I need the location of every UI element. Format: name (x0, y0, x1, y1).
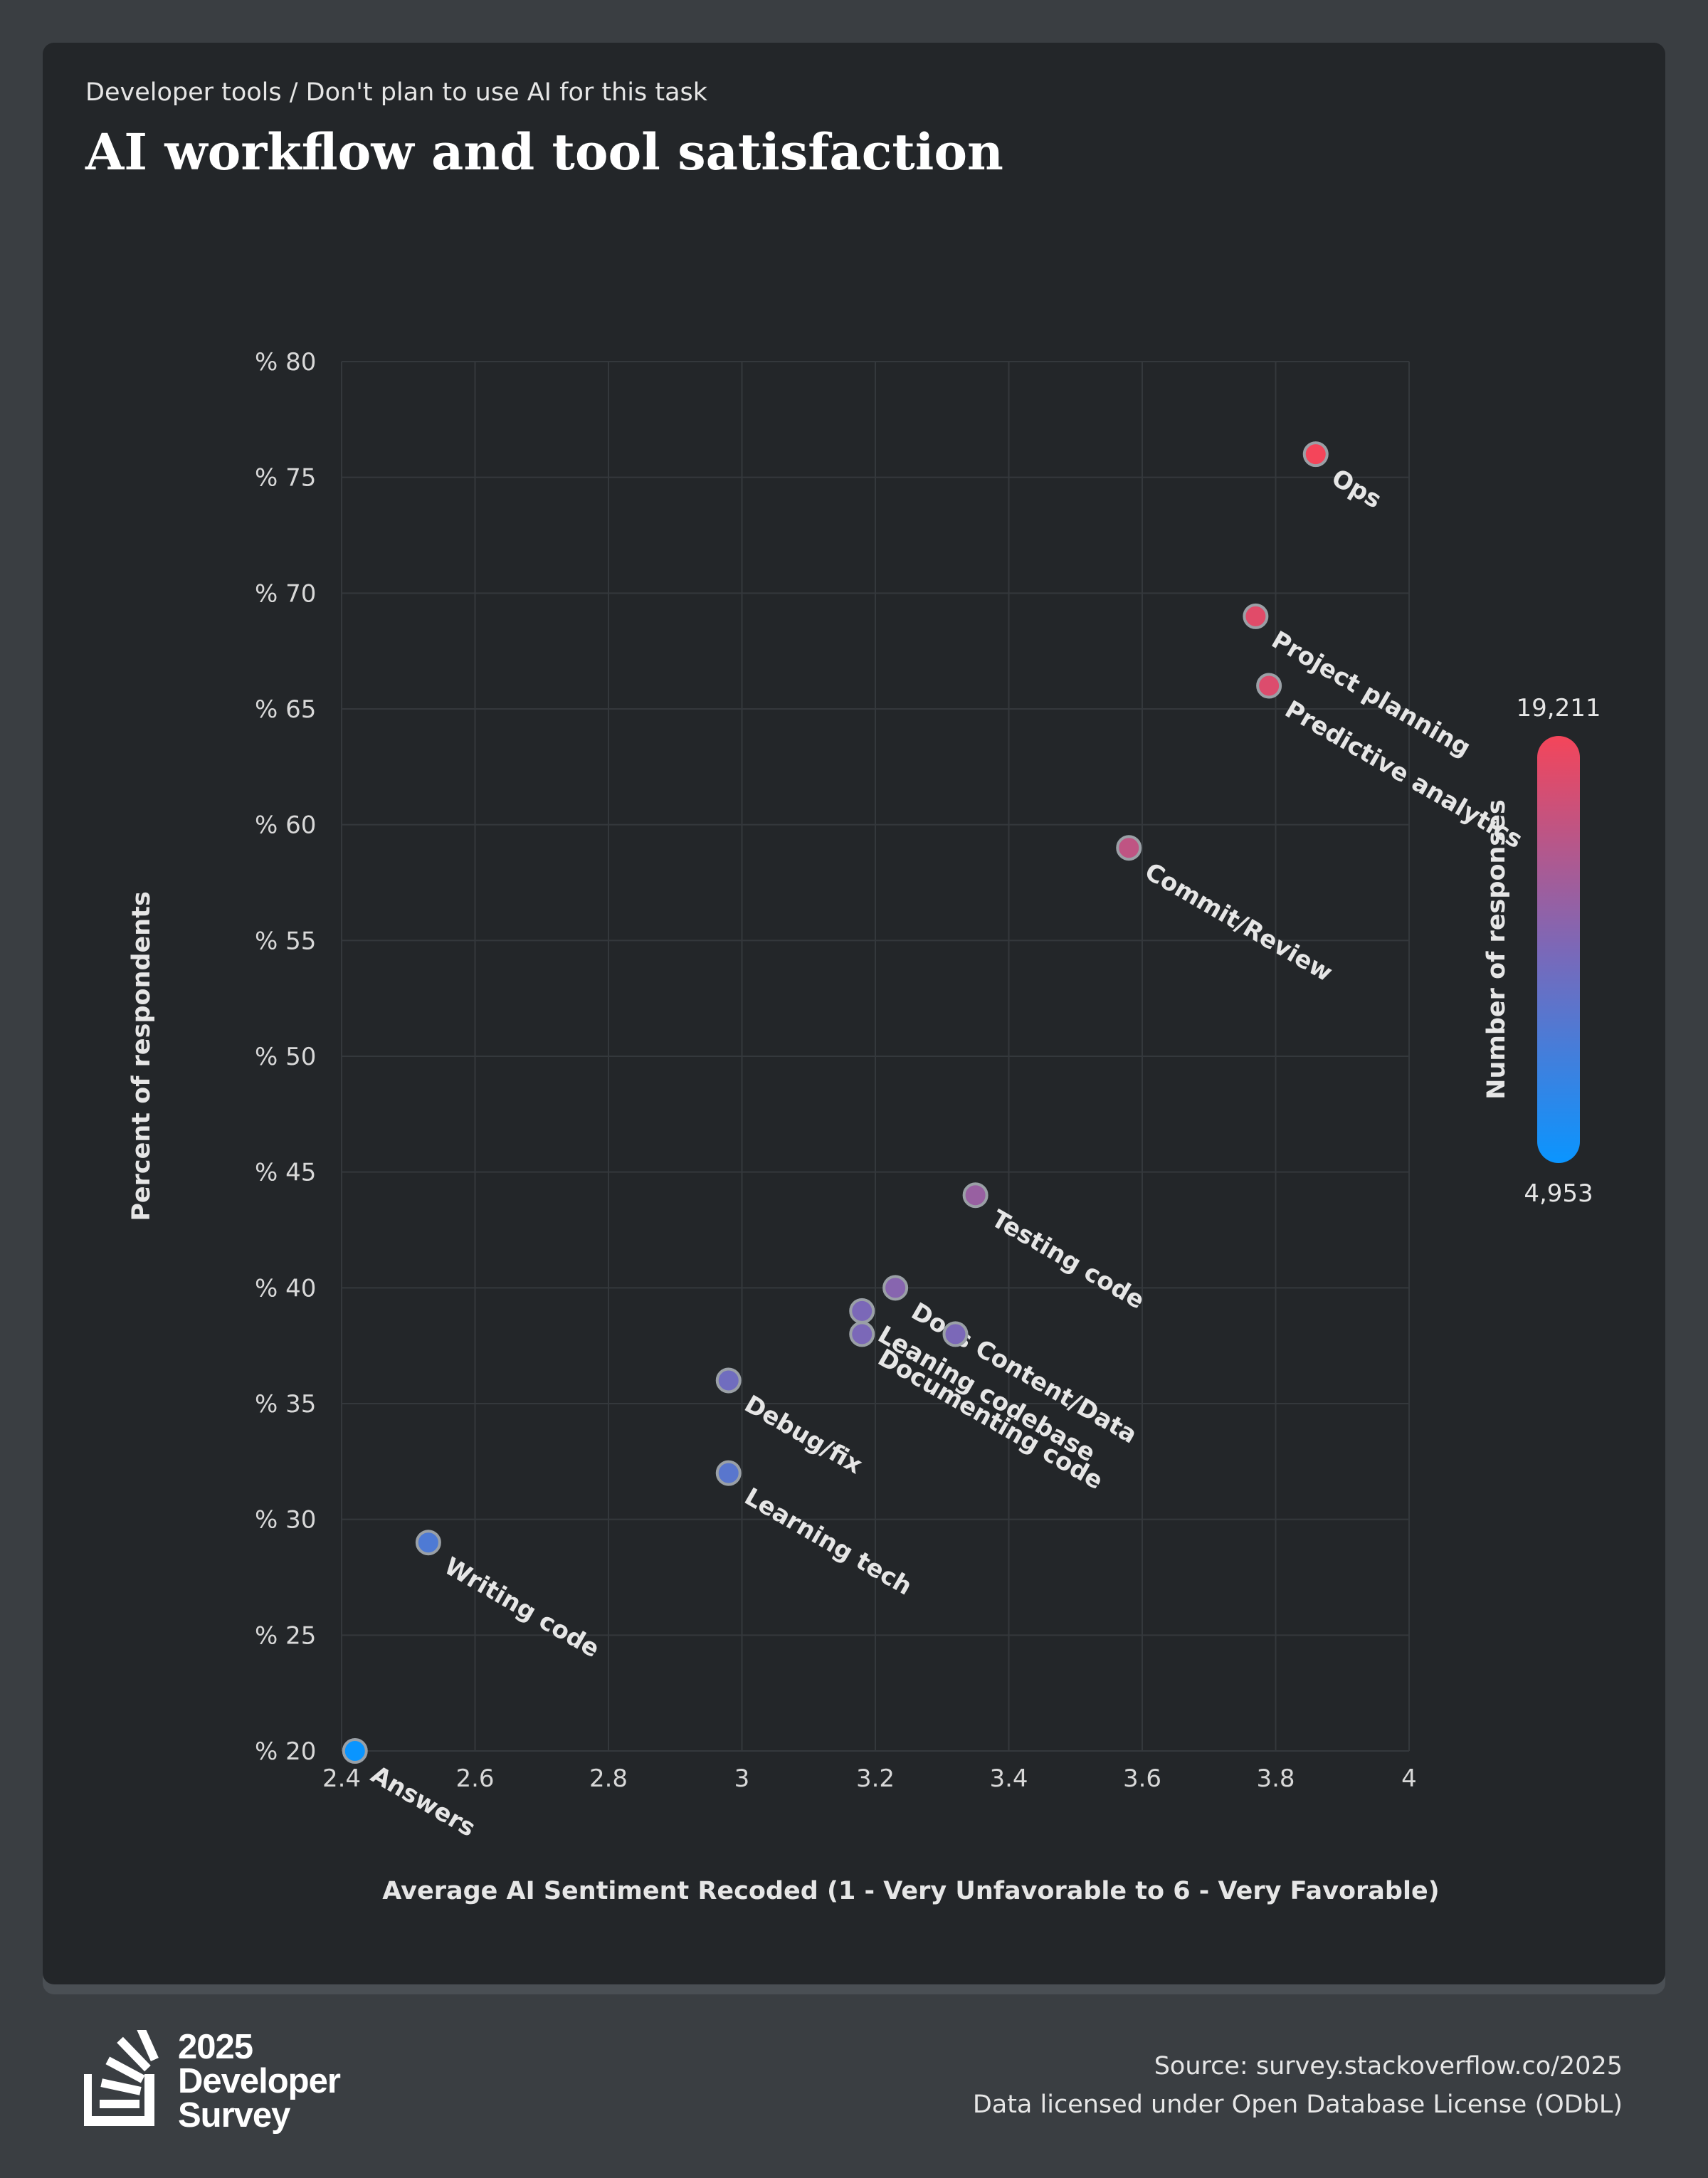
y-tick-label: % 45 (255, 1159, 316, 1187)
data-point (1302, 441, 1329, 468)
y-tick-label: % 40 (255, 1274, 316, 1303)
y-tick-label: % 75 (255, 464, 316, 493)
data-point (942, 1321, 969, 1347)
data-point (715, 1460, 742, 1486)
y-tick-label: % 35 (255, 1390, 316, 1419)
data-point (882, 1275, 909, 1301)
y-tick-label: % 65 (255, 695, 316, 724)
data-point (849, 1298, 875, 1324)
y-tick-label: % 55 (255, 927, 316, 955)
data-point (415, 1530, 441, 1556)
x-tick-label: 3.6 (1123, 1764, 1161, 1793)
y-tick-label: % 50 (255, 1043, 316, 1071)
data-point-label: Testing code (986, 1204, 1149, 1315)
color-scale-max-label: 19,211 (1517, 694, 1601, 722)
y-tick-label: % 30 (255, 1506, 316, 1535)
data-point-label: Ops (1327, 463, 1386, 514)
data-point (849, 1321, 875, 1347)
chart-subtitle: Developer tools / Don't plan to use AI f… (85, 78, 708, 107)
x-tick-label: 3 (734, 1764, 750, 1793)
x-tick-label: 2.4 (322, 1764, 361, 1793)
stack-overflow-logo-icon (84, 2030, 159, 2126)
x-axis-label: Average AI Sentiment Recoded (1 - Very U… (382, 1877, 1439, 1905)
data-point-label: Learning tech (739, 1483, 917, 1601)
logo-survey: Survey (178, 2096, 290, 2135)
y-tick-label: % 80 (255, 348, 316, 377)
data-point (1116, 835, 1142, 861)
y-tick-label: % 60 (255, 811, 316, 840)
y-axis-label: Percent of respondents (127, 891, 156, 1221)
logo-developer: Developer (178, 2062, 341, 2100)
data-point-label: Writing code (439, 1552, 604, 1663)
x-tick-label: 4 (1401, 1764, 1417, 1793)
source-block: Source: survey.stackoverflow.co/2025 Dat… (973, 2047, 1623, 2124)
data-point (715, 1367, 742, 1394)
y-tick-label: % 25 (255, 1621, 316, 1650)
x-tick-label: 3.8 (1256, 1764, 1295, 1793)
color-scale-min-label: 4,953 (1524, 1179, 1593, 1208)
data-point (342, 1738, 368, 1764)
x-tick-label: 2.6 (455, 1764, 494, 1793)
y-tick-label: % 70 (255, 579, 316, 608)
y-tick-label: % 20 (255, 1737, 316, 1766)
chart-card: Developer tools / Don't plan to use AI f… (43, 43, 1665, 1984)
data-point (962, 1182, 989, 1209)
data-point (1243, 603, 1269, 629)
chart-title: AI workflow and tool satisfaction (85, 122, 1003, 182)
license-text[interactable]: Data licensed under Open Database Licens… (972, 2090, 1623, 2119)
data-point-label: Commit/Review (1140, 857, 1337, 987)
color-scale-bar (1537, 736, 1580, 1163)
x-tick-label: 2.8 (589, 1764, 628, 1793)
survey-logo-text: 2025 Developer Survey (178, 2028, 341, 2135)
scatter-chart: 2.4 2.6 2.8 3 3.2 3.4 3.6 3.8 4 % 20 % 25 % 30 % 35%… (127, 348, 1601, 1905)
data-point (1256, 673, 1282, 699)
source-text[interactable]: Source: survey.stackoverflow.co/2025 (1154, 2052, 1623, 2080)
color-scale-title: Number of responses (1482, 799, 1511, 1100)
x-tick-label: 3.4 (989, 1764, 1028, 1793)
logo-year: 2025 (178, 2028, 253, 2066)
x-tick-label: 3.2 (856, 1764, 895, 1793)
